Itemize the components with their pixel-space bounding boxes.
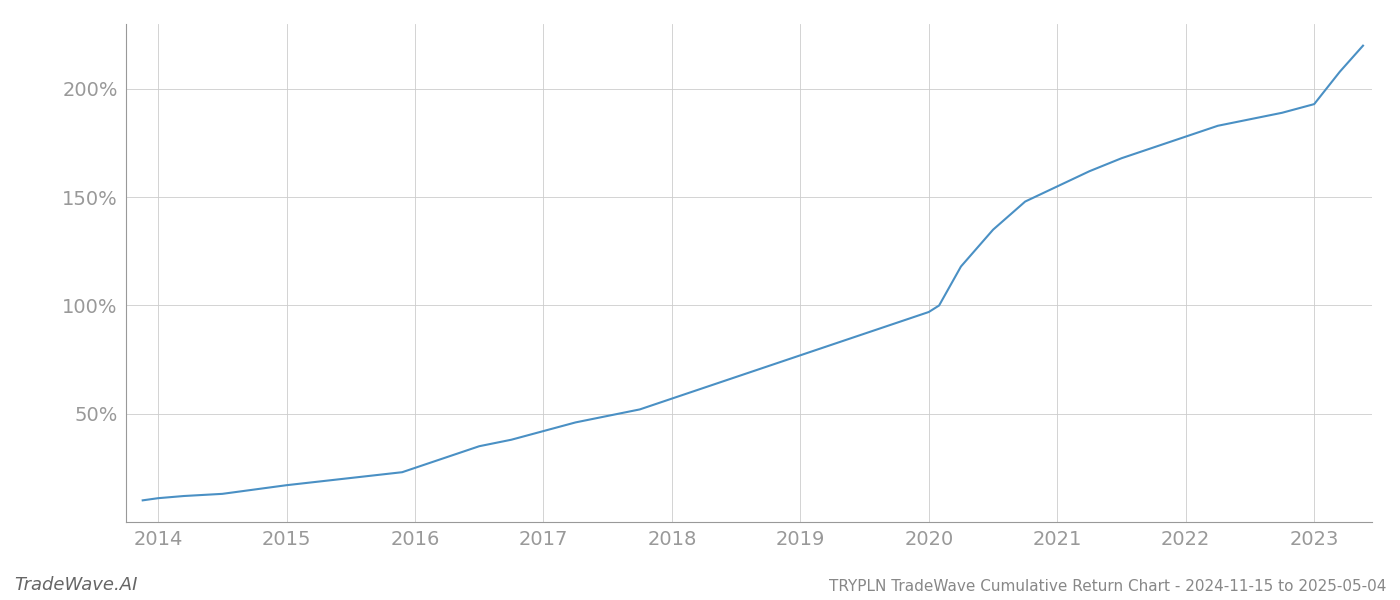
Text: TRYPLN TradeWave Cumulative Return Chart - 2024-11-15 to 2025-05-04: TRYPLN TradeWave Cumulative Return Chart…	[829, 579, 1386, 594]
Text: TradeWave.AI: TradeWave.AI	[14, 576, 137, 594]
